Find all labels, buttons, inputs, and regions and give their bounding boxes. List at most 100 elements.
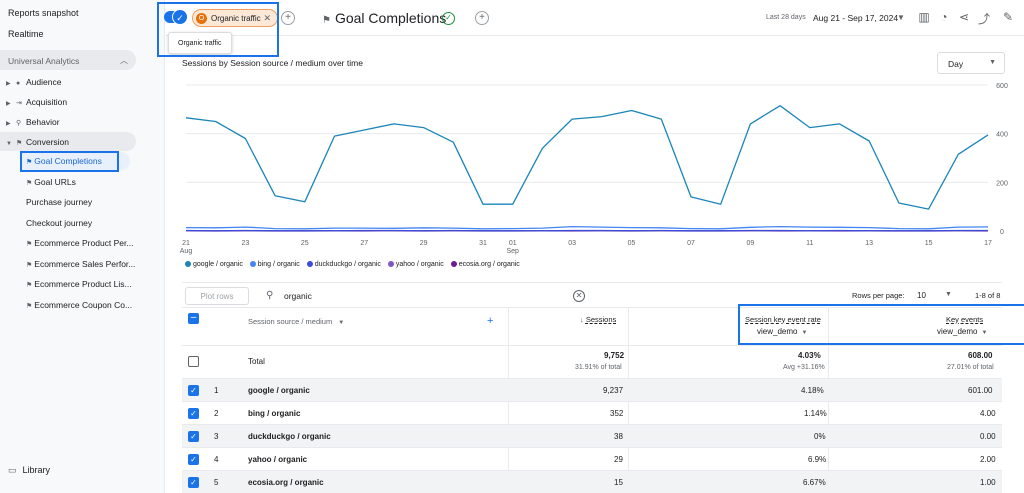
dimension-header[interactable]: Session source / medium ▼ xyxy=(248,317,344,326)
sidebar-item-label: Conversion xyxy=(26,137,69,147)
flag-icon: ⚑ xyxy=(26,303,33,310)
row-checkbox[interactable]: ✓ xyxy=(188,477,199,488)
caret-down-icon: ▼ xyxy=(801,330,808,336)
sidebar-subitem-ecommerce-coupon[interactable]: ⚑ Ecommerce Coupon Co... xyxy=(26,296,132,314)
sidebar-subitem-checkout-journey[interactable]: Checkout journey xyxy=(26,214,92,232)
row-sessions: 9,237 xyxy=(603,386,624,395)
row-dimension: duckduckgo / organic xyxy=(248,432,331,441)
library-link[interactable]: ▭ Library xyxy=(8,465,50,476)
edit-icon[interactable]: ✎ xyxy=(1002,10,1014,24)
caret-down-icon: ▼ xyxy=(981,330,988,336)
legend-item[interactable]: bing / organic xyxy=(249,261,300,268)
rows-per-page-select[interactable]: 10 xyxy=(917,291,926,300)
legend-item[interactable]: google / organic xyxy=(185,261,243,268)
chevron-down-icon[interactable]: ▼ xyxy=(945,291,952,298)
rate-event-dropdown[interactable]: view_demo ▼ xyxy=(757,327,807,336)
key-event-dropdown[interactable]: view_demo ▼ xyxy=(937,327,987,336)
sidebar-item-audience[interactable]: ▶ ● Audience xyxy=(0,72,136,91)
row-dimension: google / organic xyxy=(248,386,310,395)
total-row xyxy=(182,345,1002,378)
key-events-header[interactable]: Key events xyxy=(946,315,983,324)
table-row[interactable]: ✓ 1 google / organic 9,237 4.18% 601.00 xyxy=(182,378,1002,401)
library-label: Library xyxy=(22,465,51,475)
table-row[interactable]: ✓ 4 yahoo / organic 29 6.9% 2.00 xyxy=(182,447,1002,470)
row-sessions: 352 xyxy=(610,409,624,418)
dimension-header-label: Session source / medium xyxy=(248,317,333,326)
total-rate-sub: Avg +31.16% xyxy=(783,364,825,371)
row-checkbox[interactable]: ✓ xyxy=(188,454,199,465)
sidebar-subitem-ecommerce-sales-perf[interactable]: ⚑ Ecommerce Sales Perfor... xyxy=(26,255,135,273)
sidebar-subitem-goal-urls[interactable]: ⚑ Goal URLs xyxy=(26,173,76,191)
table-row[interactable]: ✓ 2 bing / organic 352 1.14% 4.00 xyxy=(182,401,1002,424)
search-input[interactable]: organic xyxy=(284,291,312,301)
row-number: 2 xyxy=(214,409,219,418)
total-checkbox[interactable] xyxy=(188,356,199,367)
y-tick-label: 200 xyxy=(996,180,1008,187)
row-checkbox[interactable]: ✓ xyxy=(188,385,199,396)
legend-label: bing / organic xyxy=(257,261,300,268)
sidebar-item-conversion[interactable]: ▼ ⚑ Conversion xyxy=(0,132,136,151)
granularity-select[interactable]: Day ▼ xyxy=(937,52,1005,74)
select-all-checkbox[interactable]: – xyxy=(188,313,199,324)
section-label: Universal Analytics xyxy=(8,56,80,66)
sessions-header[interactable]: ↓ Sessions xyxy=(580,315,616,324)
legend-item[interactable]: duckduckgo / organic xyxy=(306,261,381,268)
x-tick-label: 13 xyxy=(865,240,873,247)
trend-icon[interactable]: ⤴ xyxy=(977,12,990,26)
share-icon[interactable]: ⋖ xyxy=(958,10,970,24)
plot-rows-button[interactable]: Plot rows xyxy=(185,287,249,305)
rate-header-label: Session key event rate xyxy=(745,315,821,324)
row-sessions: 15 xyxy=(614,478,623,487)
x-tick-sublabel: Aug xyxy=(180,248,193,255)
date-range-picker[interactable]: Aug 21 - Sep 17, 2024 xyxy=(813,13,899,23)
row-checkbox[interactable]: ✓ xyxy=(188,408,199,419)
add-dimension-icon[interactable]: + xyxy=(487,315,494,327)
rate-header[interactable]: Session key event rate xyxy=(745,315,821,324)
table-row[interactable]: ✓ 5 ecosia.org / organic 15 6.67% 1.00 xyxy=(182,470,1002,493)
row-number: 4 xyxy=(214,455,219,464)
insights-icon[interactable]: ◔ xyxy=(940,10,948,24)
x-tick-label: 07 xyxy=(687,240,695,247)
flag-icon: ⚑ xyxy=(26,262,33,269)
flag-icon: ⚑ xyxy=(26,282,33,289)
sidebar-subitem-goal-completions[interactable]: ⚑ Goal Completions xyxy=(20,152,130,170)
add-comparison-button[interactable]: + xyxy=(281,11,295,25)
chevron-down-icon[interactable]: ▼ xyxy=(897,13,905,22)
row-rate: 4.18% xyxy=(801,386,824,395)
legend-label: yahoo / organic xyxy=(395,261,444,268)
status-check-icon[interactable]: ✓ xyxy=(442,12,455,25)
legend-item[interactable]: ecosia.org / organic xyxy=(450,261,520,268)
add-button[interactable]: + xyxy=(475,11,489,25)
realtime-link[interactable]: Realtime xyxy=(8,29,44,39)
legend-item[interactable]: yahoo / organic xyxy=(387,261,444,268)
table-row[interactable]: ✓ 3 duckduckgo / organic 38 0% 0.00 xyxy=(182,424,1002,447)
segment-icon: O xyxy=(196,13,207,24)
comparison-toggle[interactable]: ✓ xyxy=(164,9,188,25)
row-number: 3 xyxy=(214,432,219,441)
sidebar-item-behavior[interactable]: ▶ ⚲ Behavior xyxy=(0,112,136,131)
sidebar-subitem-purchase-journey[interactable]: Purchase journey xyxy=(26,193,92,211)
sidebar-subitem-ecommerce-product-perf[interactable]: ⚑ Ecommerce Product Per... xyxy=(26,234,133,252)
organic-traffic-chip[interactable]: O Organic traffic ✕ xyxy=(192,9,278,27)
customize-report-icon[interactable]: ▥ xyxy=(918,10,930,24)
legend-dot xyxy=(185,261,191,268)
row-key-events: 4.00 xyxy=(980,409,996,418)
universal-analytics-section[interactable]: Universal Analytics ︿ xyxy=(0,50,136,70)
row-dimension: ecosia.org / organic xyxy=(248,478,324,487)
flag-icon: ⚑ xyxy=(16,140,23,147)
flag-icon: ⚑ xyxy=(26,180,33,187)
caret-right-icon: ▶ xyxy=(6,101,11,107)
row-checkbox[interactable]: ✓ xyxy=(188,431,199,442)
close-icon[interactable]: ✕ xyxy=(263,13,271,23)
flag-icon: ⚑ xyxy=(322,15,331,26)
clear-icon[interactable]: ✕ xyxy=(573,290,585,302)
reports-snapshot-link[interactable]: Reports snapshot xyxy=(8,8,79,18)
sidebar-item-acquisition[interactable]: ▶ ⇥ Acquisition xyxy=(0,92,136,111)
legend-label: ecosia.org / organic xyxy=(458,261,520,268)
series-line xyxy=(185,105,989,210)
chart-title: Sessions by Session source / medium over… xyxy=(182,58,363,68)
x-tick-label: 23 xyxy=(242,240,250,247)
sidebar-subitem-ecommerce-product-list[interactable]: ⚑ Ecommerce Product Lis... xyxy=(26,275,132,293)
flag-icon: ⚑ xyxy=(26,159,33,166)
key-events-header-label: Key events xyxy=(946,315,984,324)
